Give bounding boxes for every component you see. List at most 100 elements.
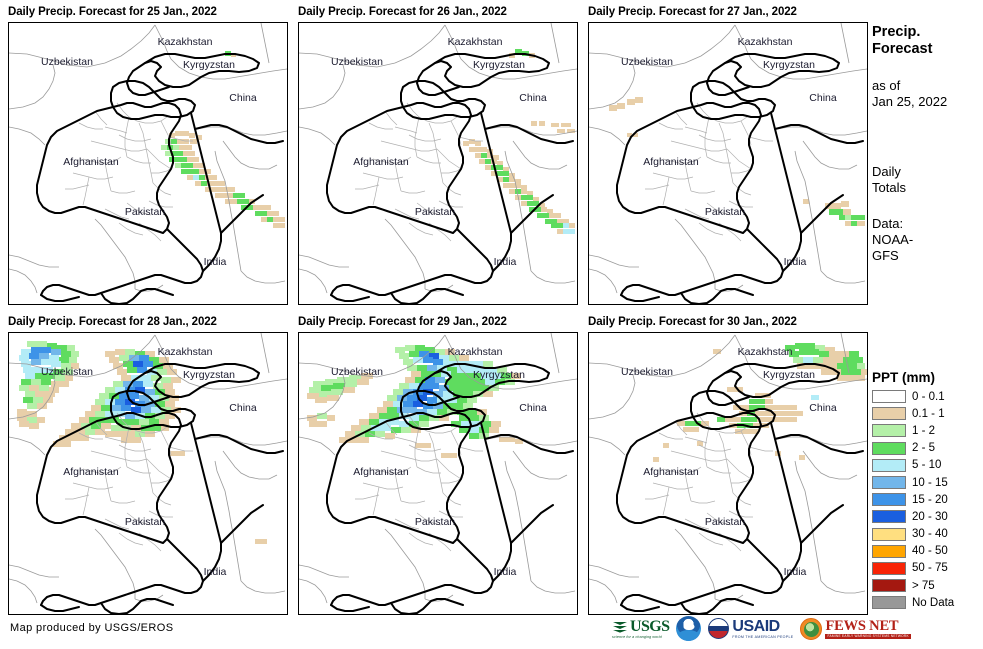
legend-label: 40 - 50 [912, 545, 948, 558]
legend-label: 10 - 15 [912, 476, 948, 489]
map-canvas[interactable]: Kazakhstan Uzbekistan Kyrgyzstan China Afgha… [588, 22, 868, 305]
usgs-logo-text: USGS [630, 617, 670, 635]
usaid-logo-text: USAID [732, 617, 780, 635]
legend-label: 50 - 75 [912, 562, 948, 575]
country-label-kazakhstan: Kazakhstan [158, 346, 213, 358]
country-label-kyrgyzstan: Kyrgyzstan [473, 369, 525, 381]
legend-label: 0.1 - 1 [912, 407, 945, 420]
legend-swatch [872, 390, 906, 404]
map-canvas[interactable]: Kazakhstan Uzbekistan Kyrgyzstan China Afgha… [298, 22, 578, 305]
fewsnet-globe-icon [800, 617, 823, 640]
precipitation-raster [307, 345, 523, 458]
country-labels: Kazakhstan Uzbekistan Kyrgyzstan China Afgha… [621, 346, 837, 578]
legend-label: 20 - 30 [912, 510, 948, 523]
legend-item: 0 - 0.1 [872, 388, 983, 405]
legend-label: 0 - 0.1 [912, 390, 945, 403]
country-label-kazakhstan: Kazakhstan [448, 346, 503, 358]
panel-title: Daily Precip. Forecast for 30 Jan., 2022 [588, 316, 797, 328]
country-label-india: India [494, 566, 517, 578]
fewsnet-tagline: FAMINE EARLY WARNING SYSTEMS NETWORK [825, 633, 911, 639]
legend-swatch [872, 510, 906, 524]
country-labels: Kazakhstan Uzbekistan Kyrgyzstan China Afgha… [621, 36, 837, 268]
country-label-kazakhstan: Kazakhstan [738, 346, 793, 358]
country-labels: Kazakhstan Uzbekistan Kyrgyzstan China Afgha… [41, 36, 257, 268]
sidebar-title-line2: Forecast [872, 41, 933, 57]
neighbor-boundaries [9, 333, 287, 604]
legend-label: 5 - 10 [912, 459, 942, 472]
agency-logos: USGS science for a changing world USAID … [612, 616, 911, 641]
country-label-kazakhstan: Kazakhstan [448, 36, 503, 48]
legend-item: 5 - 10 [872, 457, 983, 474]
legend-item: 20 - 30 [872, 508, 983, 525]
country-boundaries [616, 363, 864, 614]
fewsnet-logo-text: FEWS NET [825, 617, 899, 634]
map-canvas[interactable]: Kazakhstan Uzbekistan Kyrgyzstan China Afgha… [8, 22, 288, 305]
precipitation-raster [463, 49, 575, 234]
country-labels: Kazakhstan Uzbekistan Kyrgyzstan China Afgha… [41, 346, 257, 578]
legend-item: 10 - 15 [872, 474, 983, 491]
map-canvas[interactable]: Kazakhstan Uzbekistan Kyrgyzstan China Afgha… [298, 332, 578, 615]
sidebar-asof-line1: as of [872, 78, 901, 93]
admin-boundaries [645, 102, 773, 242]
admin-boundaries [645, 412, 773, 552]
legend-swatch [872, 527, 906, 541]
map-canvas[interactable]: Kazakhstan Uzbekistan Kyrgyzstan China Afgha… [8, 332, 288, 615]
country-boundaries [36, 53, 284, 304]
country-label-uzbekistan: Uzbekistan [41, 366, 93, 378]
country-label-china: China [519, 92, 547, 104]
admin-boundaries [65, 102, 193, 242]
map-canvas[interactable]: Kazakhstan Uzbekistan Kyrgyzstan China Afgha… [588, 332, 868, 615]
legend-label: 15 - 20 [912, 493, 948, 506]
sidebar-info: Precip. Forecast as of Jan 25, 2022 Dail… [872, 24, 983, 264]
legend-label: No Data [912, 596, 955, 609]
legend-swatch [872, 407, 906, 421]
legend-label: 1 - 2 [912, 424, 936, 437]
country-boundaries [326, 53, 574, 304]
country-label-china: China [229, 92, 257, 104]
legend-title: PPT (mm) [872, 370, 936, 385]
panel-title: Daily Precip. Forecast for 27 Jan., 2022 [588, 6, 797, 18]
panel-title: Daily Precip. Forecast for 28 Jan., 2022 [8, 316, 217, 328]
sidebar-asof: as of Jan 25, 2022 [872, 78, 983, 110]
legend-swatch [872, 596, 906, 610]
fewsnet-logo: FEWS NET FAMINE EARLY WARNING SYSTEMS NE… [800, 617, 911, 640]
admin-boundaries [355, 102, 483, 242]
country-label-uzbekistan: Uzbekistan [331, 56, 383, 68]
country-label-kyrgyzstan: Kyrgyzstan [183, 59, 235, 71]
legend-item: > 75 [872, 577, 983, 594]
legend-swatch [872, 476, 906, 490]
sidebar-asof-line2: Jan 25, 2022 [872, 94, 948, 109]
country-label-kazakhstan: Kazakhstan [738, 36, 793, 48]
sidebar-title: Precip. Forecast [872, 24, 983, 58]
country-label-china: China [519, 402, 547, 414]
country-label-uzbekistan: Uzbekistan [621, 56, 673, 68]
legend-item: 15 - 20 [872, 491, 983, 508]
precipitation-raster [17, 341, 267, 544]
legend-label: 30 - 40 [912, 528, 948, 541]
country-label-pakistan: Pakistan [705, 206, 745, 218]
country-label-pakistan: Pakistan [125, 206, 165, 218]
legend-item: 0.1 - 1 [872, 405, 983, 422]
country-label-kyrgyzstan: Kyrgyzstan [763, 369, 815, 381]
country-boundaries [616, 53, 864, 304]
country-label-india: India [494, 256, 517, 268]
usaid-seal-icon [708, 618, 730, 639]
legend-swatch [872, 579, 906, 593]
usaid-tagline: FROM THE AMERICAN PEOPLE [732, 634, 794, 639]
legend-item: 30 - 40 [872, 526, 983, 543]
country-label-uzbekistan: Uzbekistan [331, 366, 383, 378]
country-labels: Kazakhstan Uzbekistan Kyrgyzstan China Afgha… [331, 346, 547, 578]
neighbor-boundaries [299, 23, 577, 294]
country-label-afghanistan: Afghanistan [353, 156, 409, 168]
country-label-pakistan: Pakistan [705, 516, 745, 528]
country-label-pakistan: Pakistan [125, 516, 165, 528]
sidebar-data-line1: Data: [872, 216, 904, 231]
country-label-china: China [809, 92, 837, 104]
sidebar-data-line2: NOAA- [872, 232, 914, 247]
legend-label: 2 - 5 [912, 442, 936, 455]
country-label-kazakhstan: Kazakhstan [158, 36, 213, 48]
country-label-afghanistan: Afghanistan [353, 466, 409, 478]
country-label-india: India [784, 566, 807, 578]
country-label-kyrgyzstan: Kyrgyzstan [473, 59, 525, 71]
country-label-uzbekistan: Uzbekistan [41, 56, 93, 68]
